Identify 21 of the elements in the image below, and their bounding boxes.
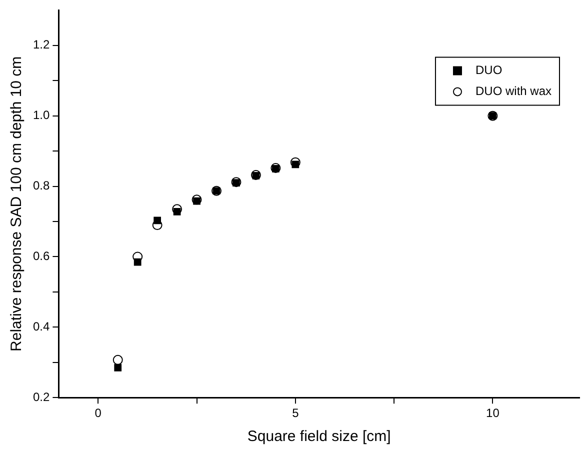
x-tick-label: 5 xyxy=(292,406,300,420)
point xyxy=(154,216,162,224)
y-tick-label: 1.2 xyxy=(32,38,50,52)
point xyxy=(272,165,280,172)
y-tick-label: 0.2 xyxy=(32,390,50,404)
legend-label: DUO with wax xyxy=(475,84,552,98)
point xyxy=(112,354,123,365)
x-tick-label: 10 xyxy=(486,406,500,420)
y-tick-label: 1.0 xyxy=(32,108,50,122)
x-tick-label: 0 xyxy=(94,406,102,420)
point xyxy=(134,258,142,266)
legend-label: DUO xyxy=(475,63,502,78)
y-tick-label: 0.8 xyxy=(32,178,50,193)
y-axis-title: Relative response SAD 100 cm depth 10 cm xyxy=(8,56,26,352)
point xyxy=(193,197,200,205)
y-tick-label: 0.4 xyxy=(32,319,50,334)
point xyxy=(114,364,122,372)
point xyxy=(173,208,181,216)
point xyxy=(292,160,300,168)
y-tick-label: 0.6 xyxy=(32,249,50,264)
x-axis-title: Square field size [cm] xyxy=(247,428,391,446)
